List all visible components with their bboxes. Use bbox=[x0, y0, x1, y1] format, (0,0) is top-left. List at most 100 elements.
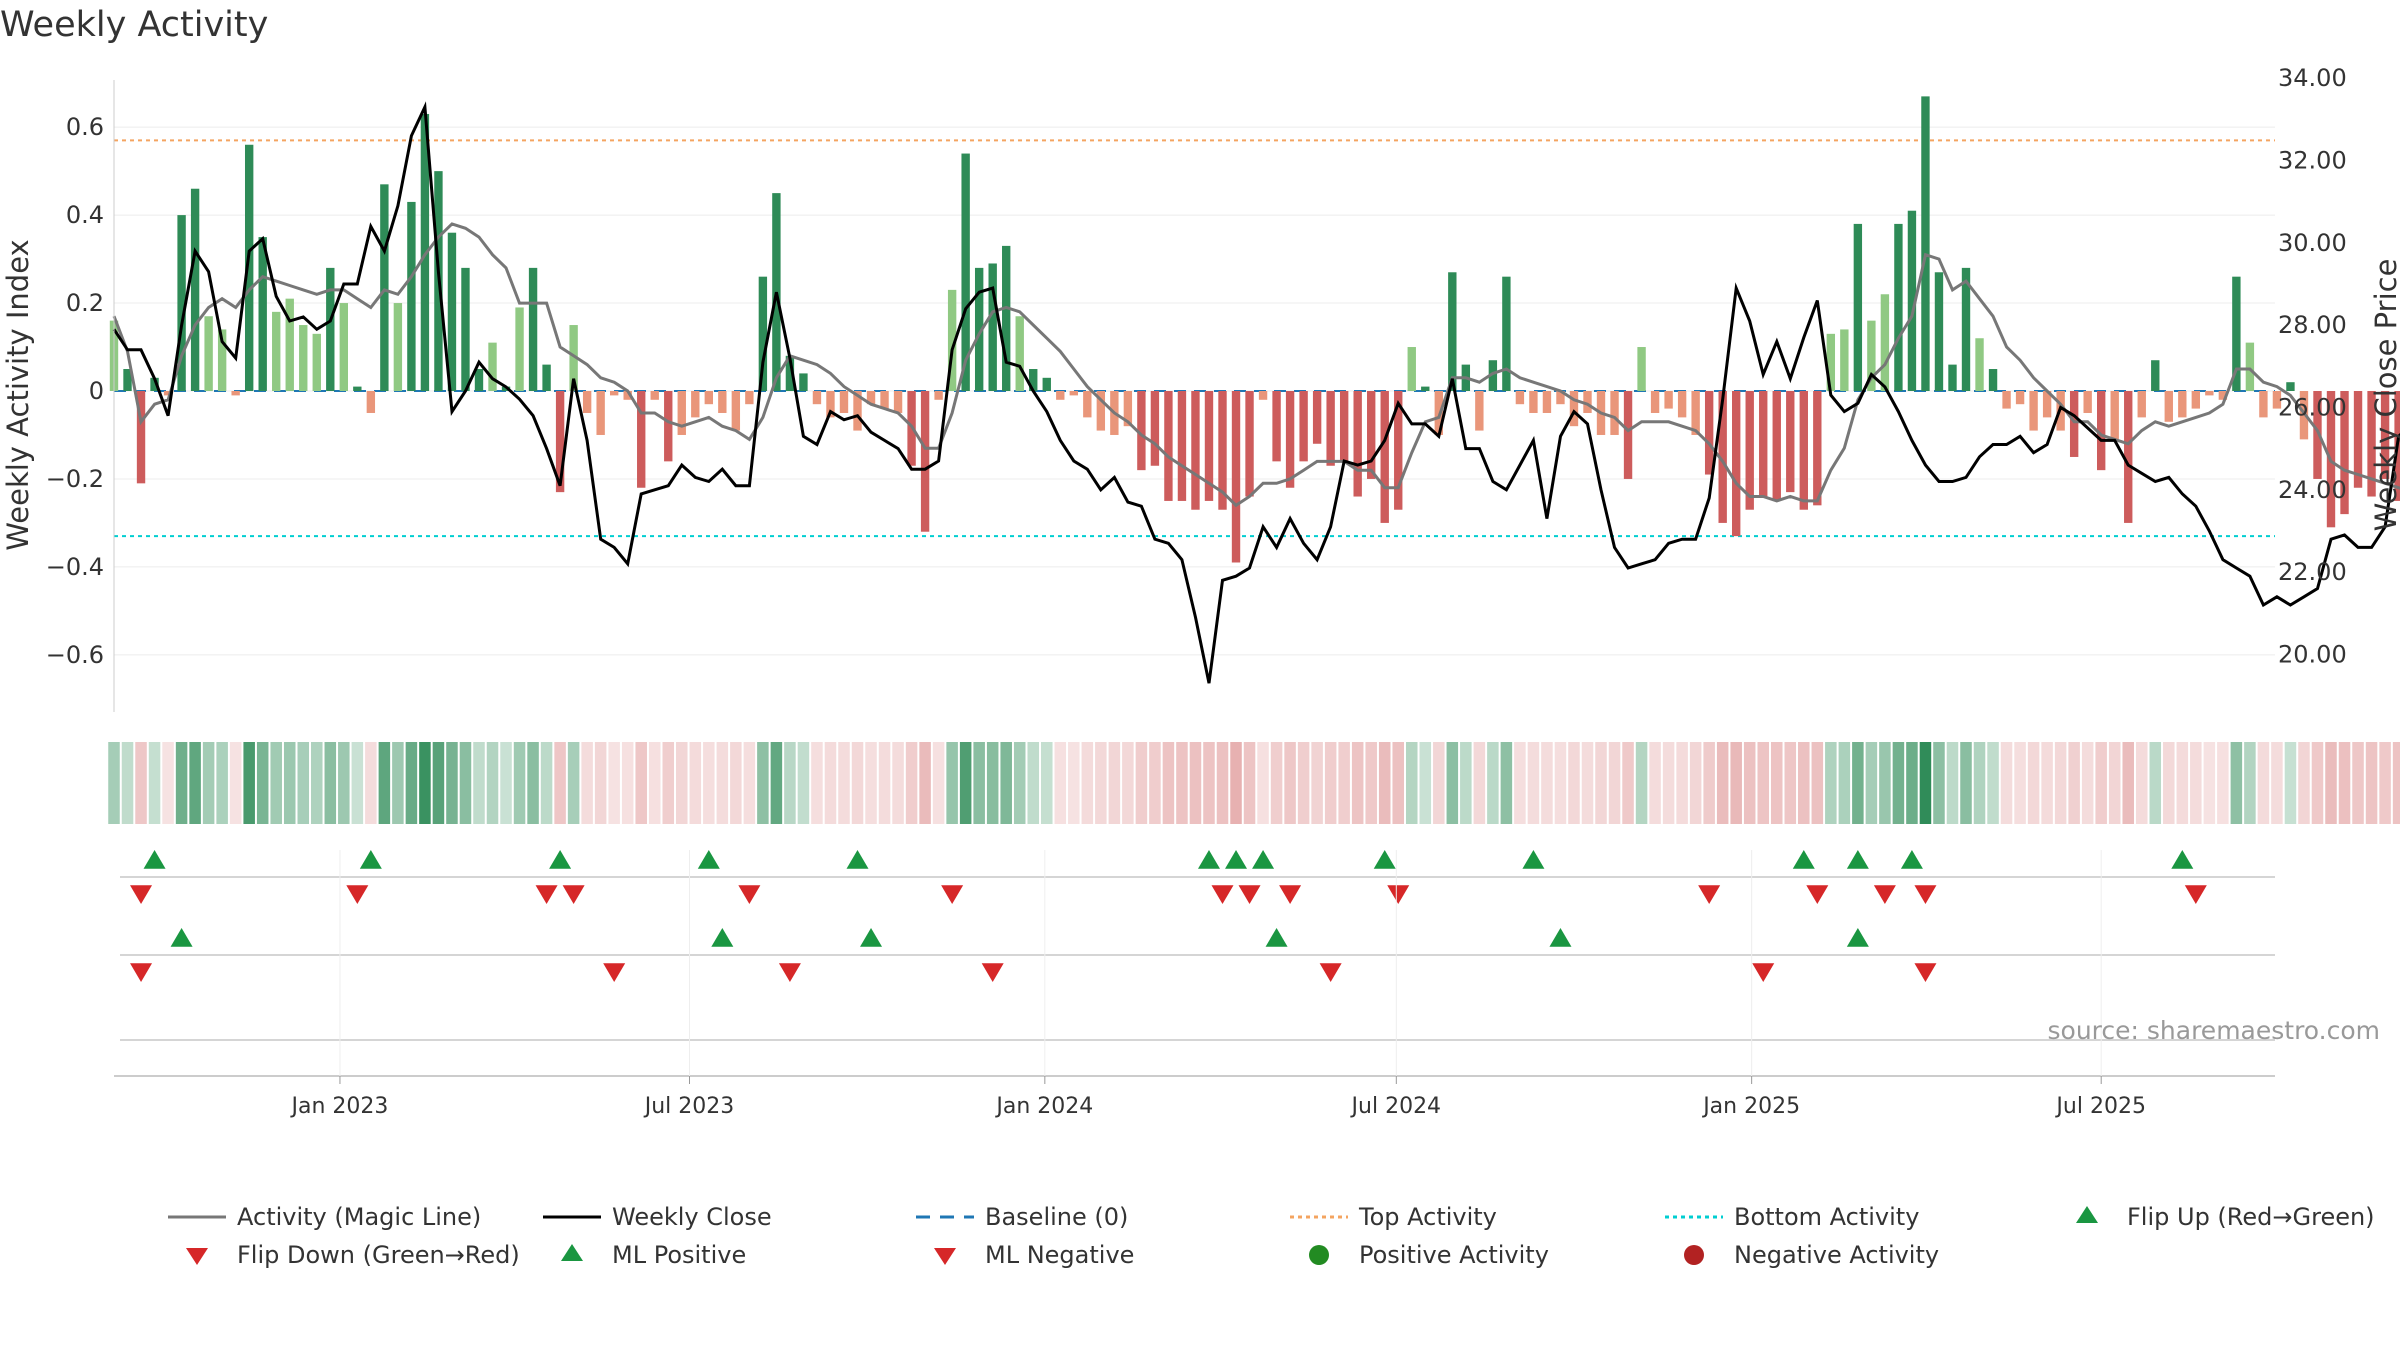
magic-line-series bbox=[112, 222, 2400, 508]
heat-strip-cell bbox=[1703, 742, 1715, 824]
heat-strip-cell bbox=[2108, 742, 2121, 824]
flip-down-marker bbox=[1698, 885, 1721, 904]
activity-bar bbox=[2259, 391, 2268, 418]
heat-strip-cell bbox=[202, 742, 215, 824]
activity-bars bbox=[109, 96, 2400, 563]
heat-strip-cell bbox=[1135, 742, 1148, 824]
heat-strip-cell bbox=[703, 742, 715, 824]
y-tick-label: −0.4 bbox=[46, 553, 104, 581]
activity-bar bbox=[569, 325, 578, 391]
heat-strip-cell bbox=[1879, 742, 1891, 824]
x-tick-label: Jul 2024 bbox=[1350, 1094, 1442, 1119]
heat-strip-cell bbox=[1351, 742, 1364, 824]
heat-strip-cell bbox=[283, 742, 296, 824]
heat-strip-cell bbox=[1284, 742, 1296, 824]
activity-bar bbox=[1258, 391, 1268, 400]
heat-strip-cell bbox=[1730, 742, 1742, 824]
activity-bar bbox=[244, 144, 254, 391]
ml-negative-marker bbox=[1914, 963, 1937, 982]
activity-bar bbox=[1326, 391, 1335, 466]
flip-up-marker bbox=[1373, 850, 1396, 869]
activity-bar bbox=[1704, 391, 1714, 475]
activity-bar bbox=[582, 391, 592, 413]
activity-bar bbox=[1583, 391, 1592, 413]
activity-bar bbox=[988, 263, 997, 391]
heat-strip-cell bbox=[905, 742, 918, 824]
legend-swatch-up-triangle bbox=[2076, 1206, 2098, 1223]
heat-strip-cell bbox=[2014, 742, 2026, 824]
heat-strip-cell bbox=[1757, 742, 1769, 824]
flip-up-marker bbox=[697, 850, 720, 869]
legend-label: ML Negative bbox=[985, 1241, 1134, 1269]
heat-strip-cell bbox=[1122, 742, 1134, 824]
legend-label: Baseline (0) bbox=[985, 1203, 1128, 1231]
activity-bar bbox=[1745, 391, 1754, 510]
flip-down-marker bbox=[1873, 885, 1896, 904]
heat-strip-cell bbox=[2068, 742, 2080, 824]
heat-strip-cell bbox=[1635, 742, 1648, 824]
flip-down-marker bbox=[738, 885, 761, 904]
activity-bar bbox=[1799, 391, 1808, 510]
heat-strip-cell bbox=[1838, 742, 1851, 824]
x-tick-label: Jul 2025 bbox=[2054, 1094, 2146, 1119]
heat-strip-cell bbox=[1500, 742, 1513, 824]
heat-strip-cell bbox=[2284, 742, 2297, 824]
activity-bar bbox=[1826, 333, 1836, 391]
activity-bar bbox=[150, 377, 159, 391]
ml-negative-marker bbox=[603, 963, 626, 982]
heat-strip-cell bbox=[1662, 742, 1675, 824]
activity-bar bbox=[1853, 223, 1863, 391]
heat-strip-cell bbox=[311, 742, 323, 824]
heat-strip-cell bbox=[770, 742, 783, 824]
flip-down-marker bbox=[2184, 885, 2207, 904]
activity-bar bbox=[2097, 391, 2106, 471]
activity-bar bbox=[826, 391, 835, 418]
heat-strip-cell bbox=[148, 742, 161, 824]
activity-bar bbox=[2110, 391, 2119, 440]
y2-tick-label: 32.00 bbox=[2278, 147, 2347, 175]
activity-bar bbox=[839, 391, 849, 413]
activity-bar bbox=[1921, 96, 1930, 392]
legend-label: Flip Up (Red→Green) bbox=[2127, 1203, 2375, 1231]
heat-strip-cell bbox=[419, 742, 431, 824]
activity-bar bbox=[650, 391, 659, 400]
heat-strip-cell bbox=[730, 742, 742, 824]
activity-bar bbox=[515, 307, 524, 391]
activity-bar bbox=[880, 391, 889, 409]
flip-down-marker bbox=[130, 885, 153, 904]
legend-label: ML Positive bbox=[612, 1241, 746, 1269]
legend-swatch-up-triangle bbox=[561, 1244, 583, 1261]
activity-bar bbox=[1691, 391, 1700, 435]
heat-strip-cell bbox=[540, 742, 553, 824]
activity-bar bbox=[1272, 391, 1281, 462]
heat-strip-cell bbox=[2122, 742, 2134, 824]
heat-strip-cell bbox=[1095, 742, 1107, 824]
heat-strip-cell bbox=[351, 742, 364, 824]
activity-bar bbox=[217, 329, 227, 391]
ml-positive-marker bbox=[1549, 928, 1572, 947]
activity-bar bbox=[1569, 391, 1579, 427]
x-tick-label: Jan 2024 bbox=[994, 1094, 1093, 1119]
heat-strip-cell bbox=[2338, 742, 2351, 824]
activity-bar bbox=[1096, 391, 1106, 431]
heat-strip-cell bbox=[1054, 742, 1067, 824]
heat-strip-cell bbox=[1108, 742, 1121, 824]
activity-bar bbox=[1786, 391, 1795, 493]
activity-bar bbox=[785, 355, 795, 391]
heat-strip-cell bbox=[1811, 742, 1824, 824]
heat-strip-cell bbox=[2244, 742, 2256, 824]
activity-bar bbox=[691, 391, 700, 418]
heat-strip-cell bbox=[1487, 742, 1499, 824]
activity-bar bbox=[366, 391, 376, 413]
activity-bar bbox=[2151, 360, 2160, 391]
activity-bar bbox=[1677, 391, 1687, 418]
heat-strip-cell bbox=[1554, 742, 1567, 824]
activity-bar bbox=[677, 391, 686, 435]
y2-tick-label: 24.00 bbox=[2278, 476, 2347, 504]
heat-strip-cell bbox=[473, 742, 485, 824]
activity-bar bbox=[1556, 391, 1565, 405]
heat-strip-cell bbox=[973, 742, 985, 824]
heat-strip-cell bbox=[1311, 742, 1323, 824]
activity-bar bbox=[1177, 391, 1187, 501]
heat-strip-cell bbox=[959, 742, 972, 824]
